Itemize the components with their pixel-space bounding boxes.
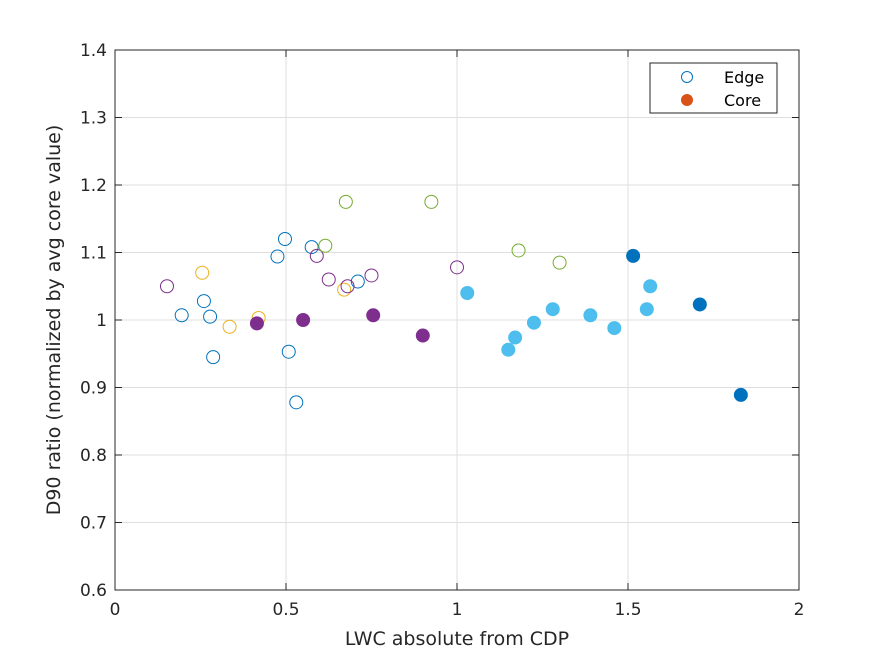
y-tick-label: 0.8: [80, 446, 107, 466]
y-tick-labels: 0.6 0.7 0.8 0.9 1 1.1 1.2 1.3 1.4: [80, 41, 107, 601]
edge-data-point: [338, 194, 353, 209]
core-data-point: [296, 313, 311, 327]
y-tick-label: 1.1: [80, 244, 107, 264]
x-tick-label: 0: [110, 600, 121, 620]
edge-data-point: [195, 265, 210, 280]
y-tick-label: 1.3: [80, 109, 107, 129]
core-data-point: [415, 328, 430, 343]
y-tick-label: 1: [96, 311, 107, 331]
legend-label-edge: Edge: [724, 68, 764, 87]
grid-lines: [115, 50, 799, 590]
data-points: [159, 194, 748, 410]
x-tick-label: 2: [794, 600, 805, 620]
core-data-point: [249, 316, 264, 331]
legend-box: [649, 62, 778, 114]
legend-marker-edge: [681, 71, 693, 83]
x-tick-label: 1: [452, 600, 463, 620]
edge-data-point: [424, 194, 439, 209]
core-data-point: [692, 297, 707, 312]
legend: Edge Core: [649, 62, 778, 114]
y-tick-label: 0.6: [80, 581, 107, 601]
core-data-point: [545, 302, 560, 317]
y-tick-label: 0.7: [80, 514, 107, 534]
core-data-point: [526, 315, 541, 330]
y-tick-label: 0.9: [80, 379, 107, 399]
y-tick-label: 1.2: [80, 176, 107, 196]
core-data-point: [583, 308, 598, 323]
edge-data-point: [337, 282, 352, 297]
edge-data-point: [304, 240, 319, 255]
edge-data-point: [511, 243, 526, 258]
edge-data-point: [552, 255, 567, 270]
axis-ticks: [114, 49, 800, 591]
edge-data-point: [203, 309, 218, 324]
edge-data-point: [206, 350, 221, 365]
core-data-point: [626, 248, 641, 263]
x-tick-label: 0.5: [272, 600, 299, 620]
y-tick-label: 1.4: [80, 41, 107, 61]
edge-data-point: [309, 248, 324, 263]
edge-data-point: [318, 238, 333, 253]
core-data-point: [508, 330, 523, 345]
edge-data-point: [281, 344, 296, 359]
core-data-point: [501, 342, 516, 357]
core-data-point: [643, 279, 658, 294]
edge-data-point: [277, 232, 292, 246]
edge-data-point: [270, 249, 285, 264]
core-data-point: [607, 321, 622, 336]
edge-data-point: [364, 268, 379, 283]
edge-data-point: [289, 395, 304, 410]
core-data-point: [460, 286, 475, 300]
x-tick-labels: 0 0.5 1 1.5 2: [110, 600, 805, 620]
edge-data-point: [450, 260, 464, 275]
edge-data-point: [174, 308, 189, 323]
edge-data-point: [321, 272, 336, 287]
edge-data-point: [196, 294, 211, 309]
x-tick-label: 1.5: [614, 600, 641, 620]
core-data-point: [733, 387, 748, 402]
legend-label-core: Core: [724, 91, 761, 110]
y-axis-label: D90 ratio (normalized by avg core value): [43, 125, 65, 516]
edge-data-point: [222, 319, 237, 334]
legend-marker-core: [681, 94, 693, 106]
core-data-point: [366, 308, 381, 323]
core-data-point: [639, 302, 654, 317]
edge-data-point: [159, 279, 174, 294]
edge-data-point: [340, 279, 355, 294]
x-axis-label: LWC absolute from CDP: [345, 628, 569, 650]
